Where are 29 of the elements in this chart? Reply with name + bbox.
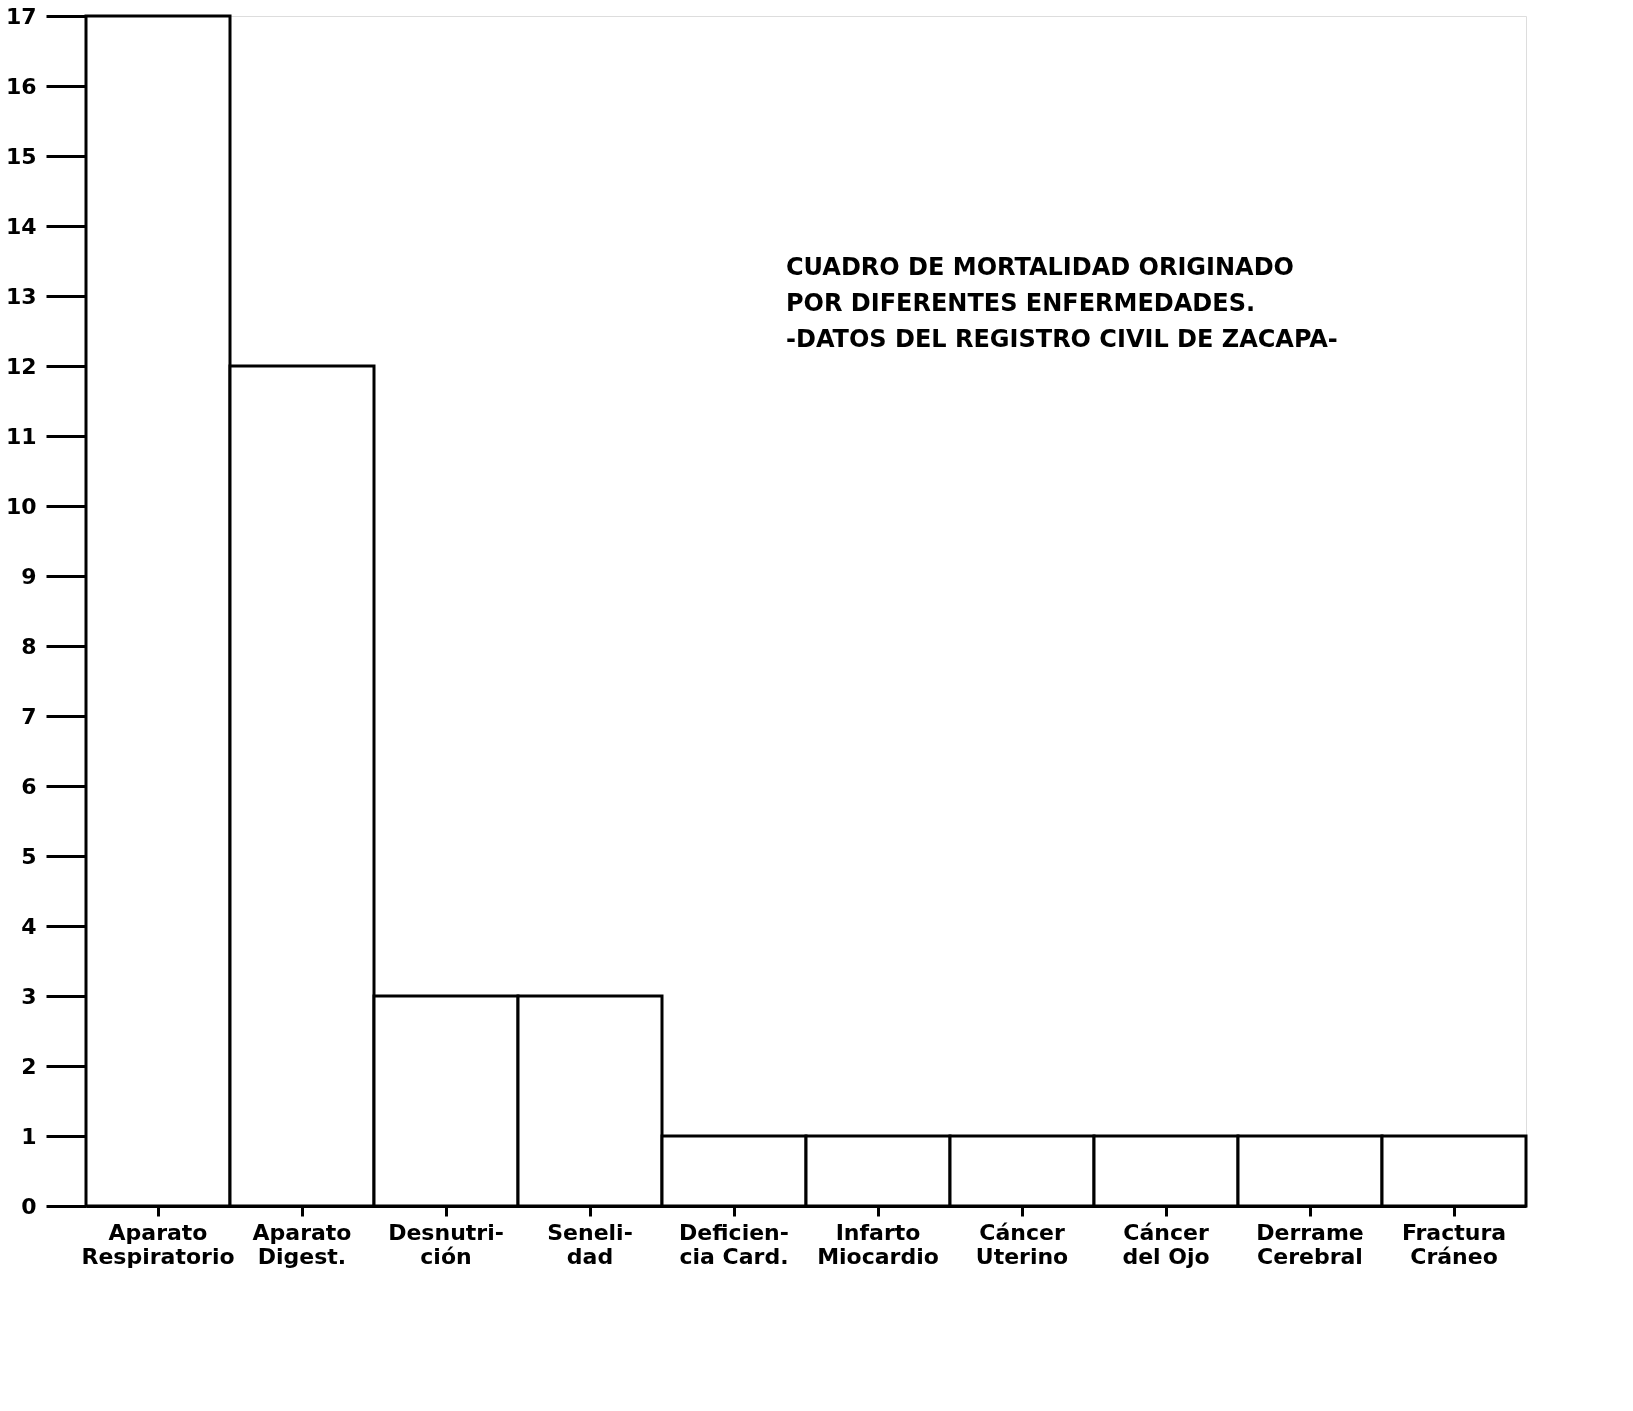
y-tick-label: 8 [21, 633, 37, 659]
x-tick-label: Derrame Cerebral [1256, 1219, 1364, 1269]
y-tick-label: 11 [5, 423, 37, 449]
y-tick-label: 0 [21, 1193, 37, 1219]
y-tick-label: 12 [5, 353, 37, 379]
y-tick-label: 3 [21, 983, 37, 1009]
y-tick-label: 16 [5, 73, 37, 99]
x-tick-label: Deficien- cia Card. [679, 1219, 789, 1269]
x-tick-label: Infarto Miocardio [817, 1219, 939, 1269]
x-tick-label: Aparato Digest. [252, 1219, 352, 1269]
y-tick-label: 13 [5, 283, 37, 309]
x-tick-label: Cáncer Uterino [975, 1219, 1069, 1269]
y-tick-label: 7 [21, 703, 37, 729]
y-tick-label: 5 [21, 843, 37, 869]
y-tick-label: 6 [21, 773, 37, 799]
y-tick-label: 14 [5, 213, 37, 239]
text: CUADRO DE MORTALIDAD ORIGINADO POR DIFERENTES ENFERMEDADES. -DATOS DEL REGISTRO CIVIL DE ZACAPA- [786, 253, 1338, 353]
x-tick-label: Desnutri- ción [388, 1219, 504, 1269]
y-tick-label: 9 [21, 563, 37, 589]
y-tick-label: 2 [21, 1053, 37, 1079]
y-tick-label: 4 [21, 913, 37, 939]
y-tick-label: 17 [5, 3, 37, 29]
x-tick-label: Aparato Respiratorio [81, 1219, 235, 1269]
x-tick-label: Seneli- dad [547, 1219, 633, 1269]
y-tick-label: 10 [5, 493, 37, 519]
x-tick-label: Cáncer del Ojo [1122, 1219, 1210, 1269]
x-tick-label: Fractura Cráneo [1401, 1219, 1507, 1269]
y-tick-label: 15 [5, 143, 37, 169]
y-tick-label: 1 [21, 1123, 37, 1149]
